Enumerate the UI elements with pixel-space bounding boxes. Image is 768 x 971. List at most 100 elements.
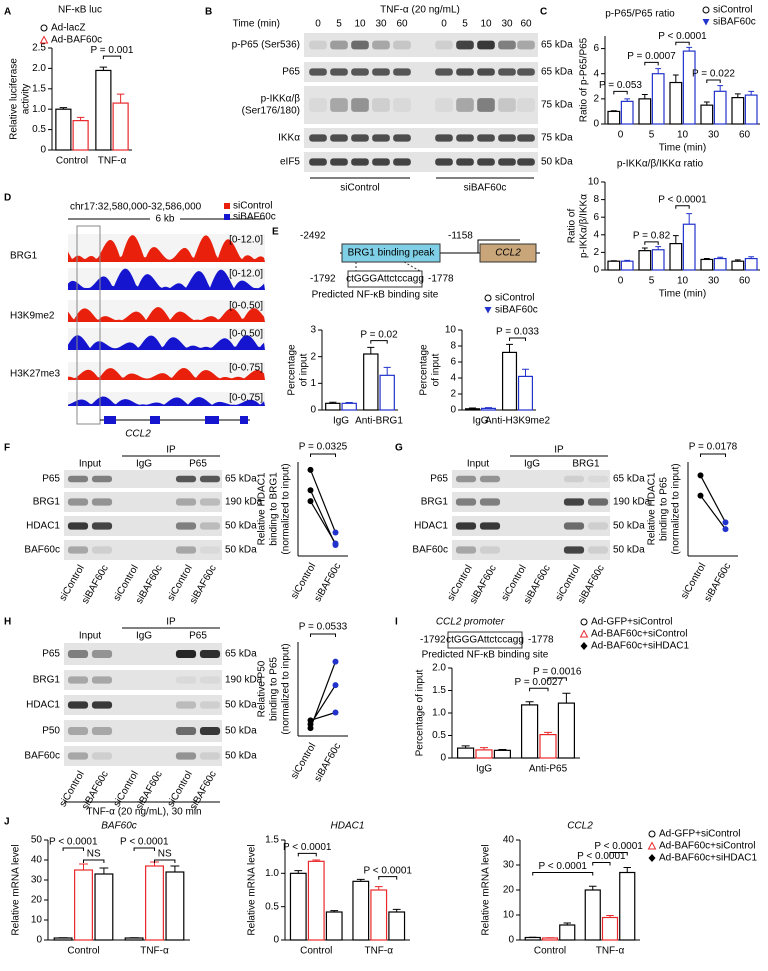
x-tick-label: Anti-BRG1 (355, 416, 403, 427)
lane-label: 60 (520, 19, 532, 30)
band (351, 40, 369, 50)
band (455, 546, 477, 554)
track-bg (68, 392, 265, 406)
error-bar (506, 343, 513, 353)
band (517, 68, 535, 76)
gene-label: CCL2 (495, 248, 521, 259)
chart-title: p-IKKα/β/IKKα ratio (617, 159, 704, 170)
panel-label: D (4, 193, 11, 204)
error-bar (734, 259, 741, 262)
significance-bracket (370, 340, 388, 344)
y-axis-label: Relative HDAC1 (257, 472, 268, 545)
sequence: ctGGGAttctccagg (346, 274, 424, 285)
band (199, 522, 221, 530)
signal-track (68, 335, 265, 350)
band (435, 98, 453, 112)
p-value: P < 0.0001 (120, 837, 169, 848)
point (332, 658, 339, 665)
bar (145, 865, 164, 941)
error-bar (99, 867, 109, 874)
band (199, 752, 221, 760)
bar (744, 257, 758, 271)
band (435, 158, 453, 166)
p-value: P = 0.0027 (515, 677, 564, 688)
legend-marker (648, 830, 656, 838)
bar (55, 108, 72, 151)
track-label: BRG1 (10, 251, 38, 262)
band (435, 68, 453, 76)
band (91, 701, 113, 709)
kda-label: 50 kDa (225, 751, 257, 762)
lane-label: 0 (315, 19, 321, 30)
point (307, 498, 314, 505)
bar (379, 374, 395, 411)
p-value: P = 0.0325 (299, 442, 348, 453)
p-value: P = 0.033 (496, 327, 539, 338)
error-bar (563, 922, 571, 925)
panel-label: I (395, 617, 398, 628)
pair-line (309, 684, 337, 725)
band (199, 546, 221, 554)
error-bar (367, 346, 375, 354)
x-tick-label: 10 (677, 130, 689, 141)
significance-bracket (675, 205, 690, 209)
scale-bg (150, 213, 180, 225)
band (456, 98, 474, 112)
band (91, 475, 113, 483)
y-tick-label: 0 (36, 935, 42, 946)
kda-label: 190 kDa (225, 675, 263, 686)
bar (289, 872, 307, 941)
range-label: [0-0.75] (229, 363, 263, 374)
bar (370, 889, 388, 941)
pair-line (309, 469, 337, 533)
blot-strip (304, 152, 538, 172)
exon (240, 416, 248, 424)
kda-label: 190 kDa (225, 497, 263, 508)
bar (601, 916, 619, 941)
error-bar (623, 867, 631, 873)
point (697, 492, 704, 499)
bar (165, 871, 185, 941)
blot-strip (452, 470, 610, 488)
lane-label: 30 (375, 19, 387, 30)
band (199, 475, 221, 483)
p-value: P = 0.001 (91, 45, 134, 56)
legend-marker (647, 841, 657, 850)
error-bar (544, 731, 552, 735)
point (332, 529, 339, 536)
error-bar (641, 247, 648, 251)
error-bar (717, 256, 724, 259)
gene-label: CCL2 (125, 429, 151, 440)
band (498, 158, 516, 166)
legend-label: siBAF60c (233, 212, 276, 223)
bar (620, 260, 634, 271)
y-axis-label: of input (431, 353, 442, 386)
x-tick-label: 30 (708, 130, 720, 141)
x-tick-label: Anti-H3K9me2 (485, 416, 550, 427)
row-label: eIF5 (280, 157, 300, 168)
error-bar (589, 885, 597, 890)
x-tick-label: 10 (677, 276, 689, 287)
blot-title: TNF-α (20 ng/mL) (380, 5, 460, 16)
bar (557, 702, 576, 759)
site-label: Predicted NF-κB binding site (312, 290, 439, 301)
band (477, 158, 495, 166)
band (309, 98, 327, 112)
blot-strip (64, 643, 222, 665)
bar (520, 704, 539, 759)
point (332, 682, 339, 689)
error-bar (461, 745, 470, 749)
x-tick-label: 0 (618, 130, 624, 141)
p-value: P < 0.0001 (577, 851, 626, 862)
band (587, 546, 609, 554)
band (330, 40, 348, 50)
error-bar (79, 863, 88, 870)
band (393, 68, 411, 76)
band (587, 498, 609, 506)
lane-label: 0 (441, 19, 447, 30)
sequence: ctGGGAttctccagg (446, 635, 524, 646)
legend-label: Ad-BAF60c+siHDAC1 (591, 641, 690, 652)
y-axis-label: Relative P50 (257, 660, 268, 717)
kda-label: 50 kDa (225, 521, 257, 532)
